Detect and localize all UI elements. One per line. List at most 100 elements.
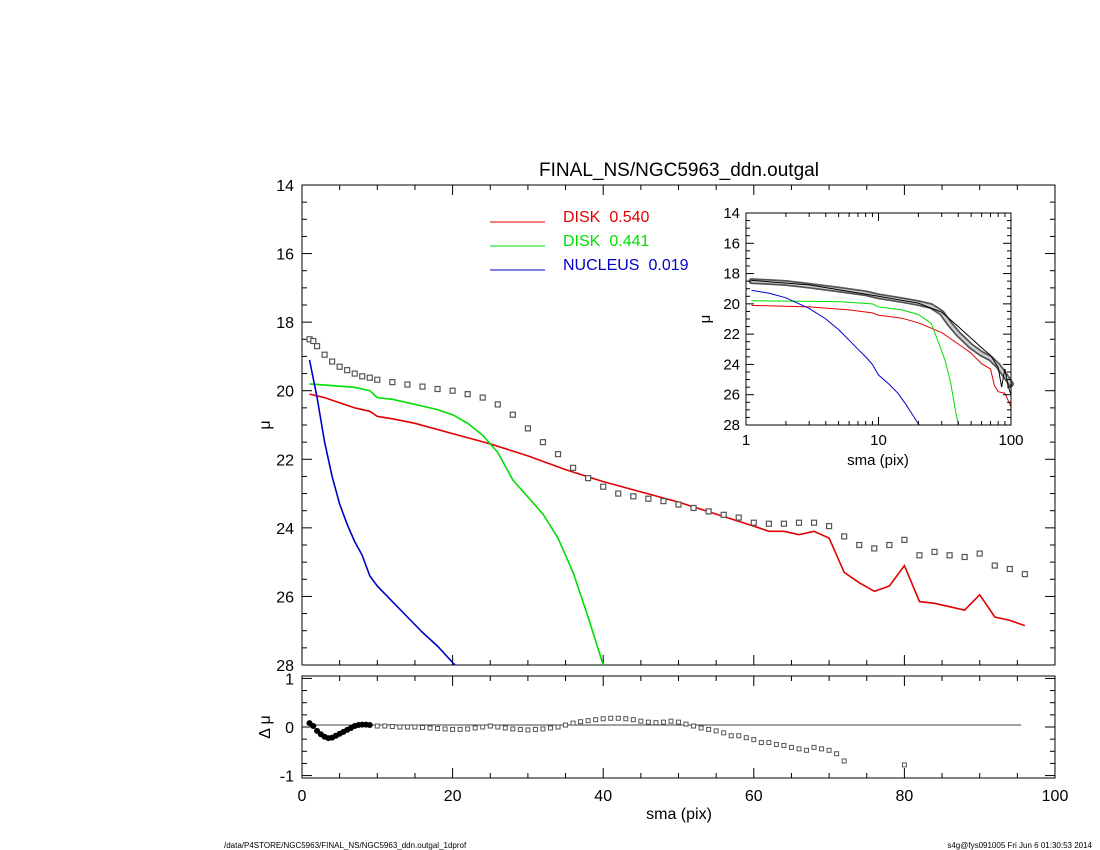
data-point	[359, 373, 366, 380]
residual-axis-ticks	[301, 676, 1056, 778]
inset-tick-labels: 14 16 18 20 22 24 26 281 10 100	[723, 205, 1023, 449]
x-axis-label: sma (pix)	[646, 806, 712, 823]
residual-point	[389, 724, 395, 730]
residual-point	[382, 723, 388, 729]
residual-point	[623, 716, 629, 722]
data-point	[539, 439, 547, 446]
data-point	[329, 358, 336, 365]
residual-point	[374, 723, 380, 729]
residual-point	[788, 744, 794, 750]
inset-y-tick-label: 24	[723, 356, 740, 373]
data-point	[856, 541, 863, 549]
residual-point	[834, 751, 840, 757]
residual-point	[435, 725, 441, 731]
residual-point	[578, 719, 584, 725]
y-tick-label: 24	[276, 521, 294, 538]
residual-point	[841, 758, 847, 764]
legend-label-disk-2: DISK 0.441	[563, 233, 649, 250]
inset-series	[748, 278, 1014, 426]
main-plot: 14 16 18 20 22 24 26 28 μ DISK 0.540 DISK 0.441 N…	[257, 178, 1056, 675]
residual-point	[751, 737, 757, 743]
main-y-tick-labels: 14 16 18 20 22 24 26 28	[276, 178, 294, 675]
data-point	[494, 401, 501, 408]
main-y-axis-label: μ	[257, 420, 274, 429]
data-point	[585, 475, 592, 482]
y-tick-label: 22	[276, 452, 294, 469]
footer-path: /data/P4STORE/NGC5963/FINAL_NS/NGC5963_d…	[224, 841, 467, 850]
residual-point	[736, 733, 742, 739]
inset-line-4	[751, 289, 920, 426]
y-tick-label: 26	[276, 589, 294, 606]
residual-point	[593, 717, 599, 723]
residual-point	[728, 733, 734, 739]
data-point	[750, 519, 757, 526]
data-point	[313, 343, 321, 350]
data-point	[419, 383, 426, 390]
main-series	[306, 336, 1028, 666]
inset-line-3	[751, 300, 959, 426]
inset-y-tick-label: 16	[723, 235, 740, 252]
residual-point	[804, 747, 810, 753]
x-tick-label: 80	[896, 788, 914, 805]
inset-y-tick-label: 20	[723, 296, 740, 313]
inset-y-tick-label: 14	[723, 205, 740, 222]
data-point	[961, 553, 968, 561]
inset-line-1	[751, 279, 1012, 395]
data-point	[841, 533, 848, 540]
inset-line-2	[751, 304, 1012, 408]
residual-point	[495, 724, 501, 730]
data-point	[1021, 571, 1028, 578]
inset-x-tick-label: 10	[870, 432, 887, 449]
data-point	[374, 376, 381, 383]
data-point	[336, 363, 343, 370]
residual-point	[570, 720, 576, 726]
residual-point	[525, 727, 531, 733]
residual-point	[698, 725, 704, 731]
residual-point	[676, 719, 681, 725]
residual-point	[706, 726, 712, 732]
residual-point	[660, 719, 666, 725]
residual-point	[796, 746, 802, 752]
data-point	[810, 519, 818, 526]
data-point	[780, 520, 788, 527]
residual-point	[502, 725, 508, 731]
residual-point	[412, 724, 418, 730]
residual-point	[547, 725, 553, 731]
legend-label-disk-1: DISK 0.540	[563, 209, 649, 226]
residual-point	[713, 728, 719, 734]
residual-point	[638, 718, 644, 724]
residual-point	[563, 722, 569, 728]
data-point	[554, 451, 562, 458]
series-line-2	[309, 383, 604, 666]
x-tick-label: 40	[594, 788, 612, 805]
residual-point	[630, 717, 636, 723]
inset-x-tick-label: 100	[998, 432, 1023, 449]
data-point	[569, 464, 577, 471]
data-point	[524, 425, 532, 432]
data-point	[916, 552, 923, 559]
residual-point	[472, 725, 478, 731]
residual-point	[585, 718, 591, 724]
residual-point	[310, 723, 317, 730]
residual-point	[555, 724, 561, 730]
data-point	[765, 520, 772, 527]
data-point	[720, 511, 727, 518]
inset-y-tick-label: 28	[723, 417, 740, 434]
residual-series	[306, 715, 907, 768]
legend: DISK 0.540 DISK 0.441 NUCLEUS 0.019	[490, 209, 689, 274]
data-point	[615, 490, 622, 497]
x-tick-label: 100	[1042, 788, 1069, 805]
residual-point	[397, 724, 403, 730]
data-point	[825, 523, 833, 530]
residual-point	[683, 721, 689, 727]
inset-axis-ticks	[745, 212, 1012, 426]
inset-x-axis-label: sma (pix)	[847, 452, 909, 469]
data-point	[886, 541, 893, 549]
x-tick-label: 20	[444, 788, 462, 805]
data-point	[795, 519, 803, 526]
residual-point	[773, 741, 779, 747]
residual-point	[419, 724, 425, 730]
res-y-tick-label: 1	[285, 671, 294, 688]
